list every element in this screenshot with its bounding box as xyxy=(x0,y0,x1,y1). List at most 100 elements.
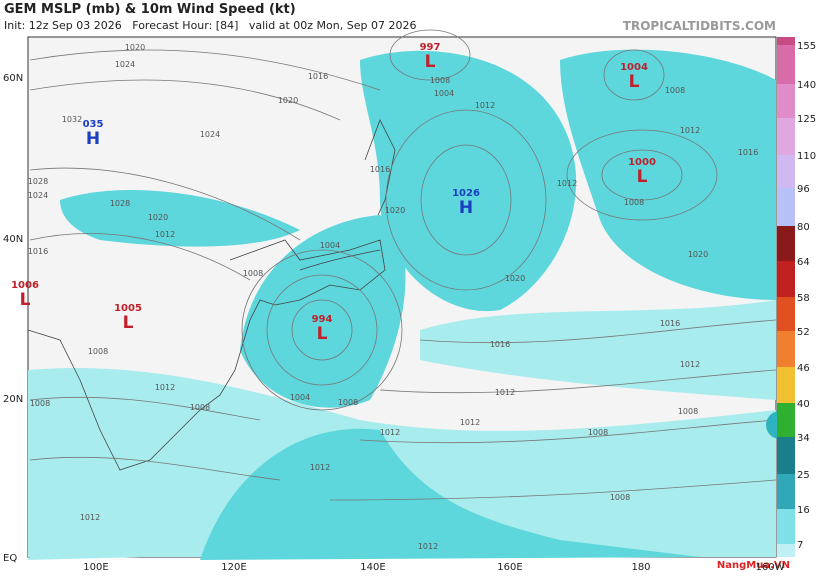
lon-label: 100E xyxy=(83,562,108,573)
colorbar-swatch xyxy=(777,188,795,226)
isobar-label: 1008 xyxy=(30,399,50,408)
isobar-label: 1016 xyxy=(308,72,328,81)
colorbar-label: 7 xyxy=(797,540,803,551)
wind-area xyxy=(560,49,776,300)
coastline xyxy=(27,239,386,471)
colorbar-label: 58 xyxy=(797,293,810,304)
isobar-label: 1012 xyxy=(380,428,400,437)
isobar-label: 1028 xyxy=(110,199,130,208)
center-letter: L xyxy=(637,167,648,187)
isobar-label: 1008 xyxy=(430,76,450,85)
center-letter: L xyxy=(425,52,436,72)
colorbar-label: 125 xyxy=(797,114,816,125)
colorbar-swatch xyxy=(777,155,795,188)
isobar-label: 1016 xyxy=(738,148,758,157)
lon-label: 180 xyxy=(631,562,650,573)
isobar-label: 1016 xyxy=(28,247,48,256)
isobar-label: 1004 xyxy=(320,241,340,250)
colorbar-swatch xyxy=(777,474,795,509)
lat-label: EQ xyxy=(3,553,17,564)
wind-area xyxy=(360,50,577,312)
isobar-label: 1024 xyxy=(115,60,135,69)
title: GEM MSLP (mb) & 10m Wind Speed (kt) xyxy=(4,2,296,17)
lon-label: 160W xyxy=(756,562,785,573)
colorbar-label: 34 xyxy=(797,433,810,444)
isobar-label: 1012 xyxy=(495,388,515,397)
center-value: 1006 xyxy=(11,280,39,291)
isobar-label: 1012 xyxy=(475,101,495,110)
isobar-label: 1016 xyxy=(490,340,510,349)
isobar-label: 1008 xyxy=(678,407,698,416)
colorbar-label: 40 xyxy=(797,399,810,410)
wind-area xyxy=(28,420,166,560)
isobar-label: 1012 xyxy=(80,513,100,522)
isobar-label: 1012 xyxy=(310,463,330,472)
colorbar-label: 16 xyxy=(797,505,810,516)
isobar-label: 1008 xyxy=(190,403,210,412)
wind-area xyxy=(60,190,300,247)
lat-label: 40N xyxy=(3,234,23,245)
colorbar-swatch xyxy=(777,367,795,403)
isobars xyxy=(29,29,777,501)
isobar-label: 1020 xyxy=(385,206,405,215)
center-letter: L xyxy=(317,324,328,344)
center-value: 1026 xyxy=(452,188,480,199)
center-value: 1000 xyxy=(628,157,656,168)
isobar-label: 1004 xyxy=(290,393,310,402)
isobar-label: 1012 xyxy=(155,383,175,392)
colorbar-swatch xyxy=(777,45,795,84)
isobar-label: 1012 xyxy=(680,360,700,369)
isobar-label: 1008 xyxy=(624,198,644,207)
isobar-label: 1016 xyxy=(370,165,390,174)
wind-area xyxy=(200,428,700,560)
watermark: NangMua.VN xyxy=(717,560,790,571)
center-value: 035 xyxy=(83,119,104,130)
center-value: 1005 xyxy=(114,303,142,314)
colorbar-label: 110 xyxy=(797,151,816,162)
coastline xyxy=(299,119,396,271)
lon-label: 120E xyxy=(221,562,246,573)
colorbar-swatch xyxy=(777,84,795,118)
source: TROPICALTIDBITS.COM xyxy=(623,19,776,33)
center-value: 1004 xyxy=(620,62,648,73)
colorbar-label: 64 xyxy=(797,257,810,268)
isobar-label: 1020 xyxy=(125,43,145,52)
colorbar-swatch xyxy=(777,261,795,297)
isobar-label: 1008 xyxy=(665,86,685,95)
isobar-label: 1020 xyxy=(505,274,525,283)
isobar-label: 1008 xyxy=(588,428,608,437)
center-value: 997 xyxy=(420,42,441,53)
isobar-label: 1024 xyxy=(28,191,48,200)
isobar-label: 1012 xyxy=(460,418,480,427)
isobar-label: 1024 xyxy=(200,130,220,139)
isobar-label: 1016 xyxy=(660,319,680,328)
subtitle: Init: 12z Sep 03 2026 Forecast Hour: [84… xyxy=(4,19,416,32)
isobar-label: 1028 xyxy=(28,177,48,186)
colorbar-swatch xyxy=(777,437,795,474)
center-value: 994 xyxy=(312,314,333,325)
colorbar-label: 52 xyxy=(797,327,810,338)
center-letter: L xyxy=(629,72,640,92)
colorbar-swatch xyxy=(777,331,795,367)
colorbar-swatch xyxy=(777,226,795,261)
colorbar-label: 80 xyxy=(797,222,810,233)
colorbar-swatch xyxy=(777,297,795,331)
colorbar-swatch xyxy=(777,403,795,437)
isobar-label: 1008 xyxy=(338,398,358,407)
isobar-label: 1012 xyxy=(680,126,700,135)
isobar-label: 1008 xyxy=(243,269,263,278)
colorbar: 155 140 125 110 96 80 64 58 52 46 40 34 25 16 7 xyxy=(777,37,816,557)
isobar-label: 1020 xyxy=(278,96,298,105)
lon-label: 140E xyxy=(360,562,385,573)
colorbar-swatch xyxy=(777,37,795,45)
isobar-label: 1020 xyxy=(148,213,168,222)
colorbar-label: 96 xyxy=(797,184,810,195)
center-letter: L xyxy=(20,290,31,310)
lat-label: 60N xyxy=(3,73,23,84)
lat-label: 20N xyxy=(3,394,23,405)
colorbar-swatch xyxy=(777,544,795,557)
colorbar-swatch xyxy=(777,509,795,544)
isobar-label: 1008 xyxy=(88,347,108,356)
isobar-label: 1008 xyxy=(610,493,630,502)
